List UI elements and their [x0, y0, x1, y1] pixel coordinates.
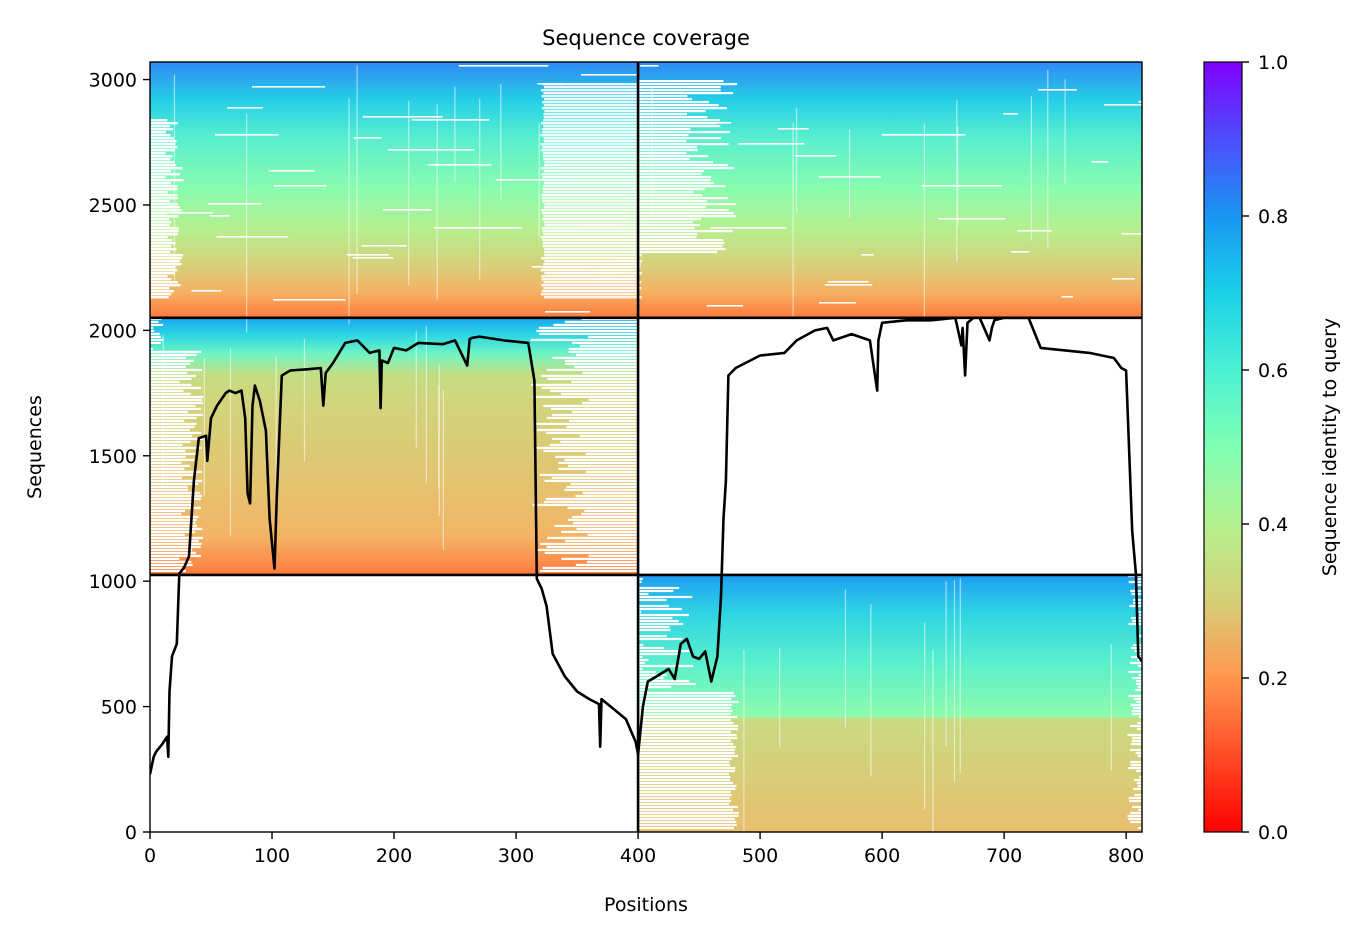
- x-tick-label: 800: [1108, 845, 1144, 867]
- colorbar-tick-label: 0.8: [1258, 206, 1288, 228]
- heatmap-lines: [162, 65, 1112, 832]
- x-tick-label: 500: [742, 845, 778, 867]
- y-tick-label: 3000: [89, 70, 137, 92]
- x-axis-ticks: 0 100 200 300 400 500 600 700 800: [144, 832, 1144, 867]
- y-tick-label: 500: [101, 697, 137, 719]
- colorbar-tick-label: 0.0: [1258, 822, 1288, 844]
- coverage-line: [150, 316, 1142, 775]
- x-tick-label: 100: [254, 845, 290, 867]
- x-tick-label: 600: [864, 845, 900, 867]
- y-axis-ticks: 0 500 1000 1500 2000 2500 3000: [89, 70, 150, 844]
- msa-block-4: [638, 574, 1142, 832]
- msa-block-2: [638, 62, 1142, 318]
- y-tick-label: 2000: [89, 320, 137, 342]
- chart-title: Sequence coverage: [542, 26, 750, 50]
- heatmap-gaps: [150, 65, 1142, 830]
- colorbar: [1203, 61, 1243, 833]
- colorbar-label: Sequence identity to query: [1319, 318, 1341, 576]
- colorbar-tick-label: 0.2: [1258, 668, 1288, 690]
- x-tick-label: 400: [620, 845, 656, 867]
- colorbar-tick-label: 1.0: [1258, 52, 1288, 74]
- msa-block-3: [150, 317, 639, 575]
- colorbar-tick-label: 0.4: [1258, 514, 1288, 536]
- y-tick-label: 1500: [89, 446, 137, 468]
- plot-frame: [149, 61, 1143, 833]
- y-tick-label: 1000: [89, 571, 137, 593]
- y-tick-label: 2500: [89, 195, 137, 217]
- x-tick-label: 200: [376, 845, 412, 867]
- y-tick-label: 0: [125, 822, 137, 844]
- x-tick-label: 700: [986, 845, 1022, 867]
- x-tick-label: 0: [144, 845, 156, 867]
- y-axis-label: Sequences: [24, 395, 46, 499]
- plot-area: [150, 62, 1142, 832]
- x-tick-label: 300: [498, 845, 534, 867]
- x-axis-label: Positions: [604, 894, 688, 916]
- colorbar-ticks: 0.0 0.2 0.4 0.6 0.8 1.0: [1242, 52, 1288, 844]
- colorbar-tick-label: 0.6: [1258, 360, 1288, 382]
